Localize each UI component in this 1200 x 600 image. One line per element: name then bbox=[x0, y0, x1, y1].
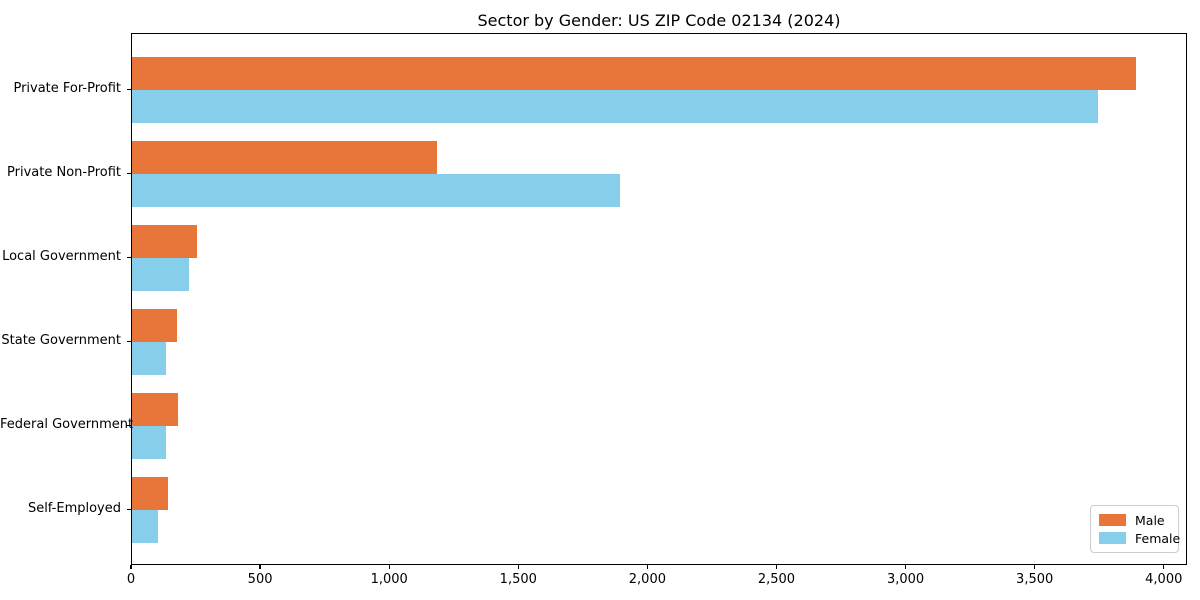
y-tick-mark bbox=[127, 173, 131, 175]
legend: Male Female bbox=[1090, 505, 1180, 553]
legend-label-male: Male bbox=[1135, 512, 1165, 528]
y-tick-mark bbox=[127, 425, 131, 427]
y-tick-label-private-non-profit: Private Non-Profit bbox=[7, 165, 121, 180]
bar-female-state-government bbox=[132, 342, 166, 375]
x-tick-label-0: 0 bbox=[126, 572, 136, 587]
y-tick-label-federal-government: Federal Government bbox=[0, 417, 134, 432]
bar-male-state-government bbox=[132, 309, 177, 342]
bar-female-local-government bbox=[132, 258, 189, 291]
bar-male-local-government bbox=[132, 225, 197, 258]
x-tick-mark bbox=[259, 565, 261, 569]
x-tick-mark bbox=[646, 565, 648, 569]
x-tick-mark bbox=[130, 565, 132, 569]
legend-label-female: Female bbox=[1135, 530, 1181, 546]
x-tick-mark bbox=[904, 565, 907, 569]
x-tick-label-1500: 1,500 bbox=[499, 572, 537, 587]
x-tick-label-3000: 3,000 bbox=[886, 572, 925, 587]
bar-male-private-non-profit bbox=[132, 141, 437, 174]
y-tick-label-private-for-profit: Private For-Profit bbox=[13, 81, 121, 96]
x-tick-label-1000: 1,000 bbox=[370, 572, 408, 587]
bar-male-self-employed bbox=[132, 477, 168, 510]
y-tick-label-self-employed: Self-Employed bbox=[27, 501, 121, 516]
bar-female-private-for-profit bbox=[132, 90, 1098, 123]
y-tick-label-state-government: State Government bbox=[1, 333, 121, 348]
x-tick-label-2000: 2,000 bbox=[628, 572, 666, 587]
x-tick-mark bbox=[517, 565, 519, 569]
y-tick-mark bbox=[127, 341, 131, 343]
y-tick-label-local-government: Local Government bbox=[2, 249, 121, 264]
bar-female-self-employed bbox=[132, 510, 158, 543]
bar-female-federal-government bbox=[132, 426, 166, 459]
bar-female-private-non-profit bbox=[132, 174, 620, 207]
bar-male-federal-government bbox=[132, 393, 178, 426]
plot-area bbox=[131, 33, 1187, 565]
legend-entry-male: Male bbox=[1099, 512, 1170, 529]
x-tick-mark bbox=[388, 565, 390, 569]
x-tick-mark bbox=[775, 565, 778, 569]
legend-entry-female: Female bbox=[1099, 530, 1180, 547]
chart-title: Sector by Gender: US ZIP Code 02134 (202… bbox=[477, 11, 841, 30]
x-tick-mark bbox=[1034, 565, 1036, 569]
x-tick-mark bbox=[1163, 565, 1165, 569]
x-tick-label-4000: 4,000 bbox=[1145, 572, 1183, 587]
y-tick-mark bbox=[127, 257, 131, 259]
y-tick-mark bbox=[127, 509, 131, 511]
x-tick-label-500: 500 bbox=[247, 572, 273, 587]
legend-swatch-female-icon bbox=[1099, 532, 1126, 544]
x-tick-label-2500: 2,500 bbox=[757, 572, 796, 587]
x-tick-label-3500: 3,500 bbox=[1016, 572, 1054, 587]
bar-male-private-for-profit bbox=[132, 57, 1136, 90]
legend-swatch-male-icon bbox=[1099, 514, 1126, 526]
y-tick-mark bbox=[127, 89, 131, 91]
